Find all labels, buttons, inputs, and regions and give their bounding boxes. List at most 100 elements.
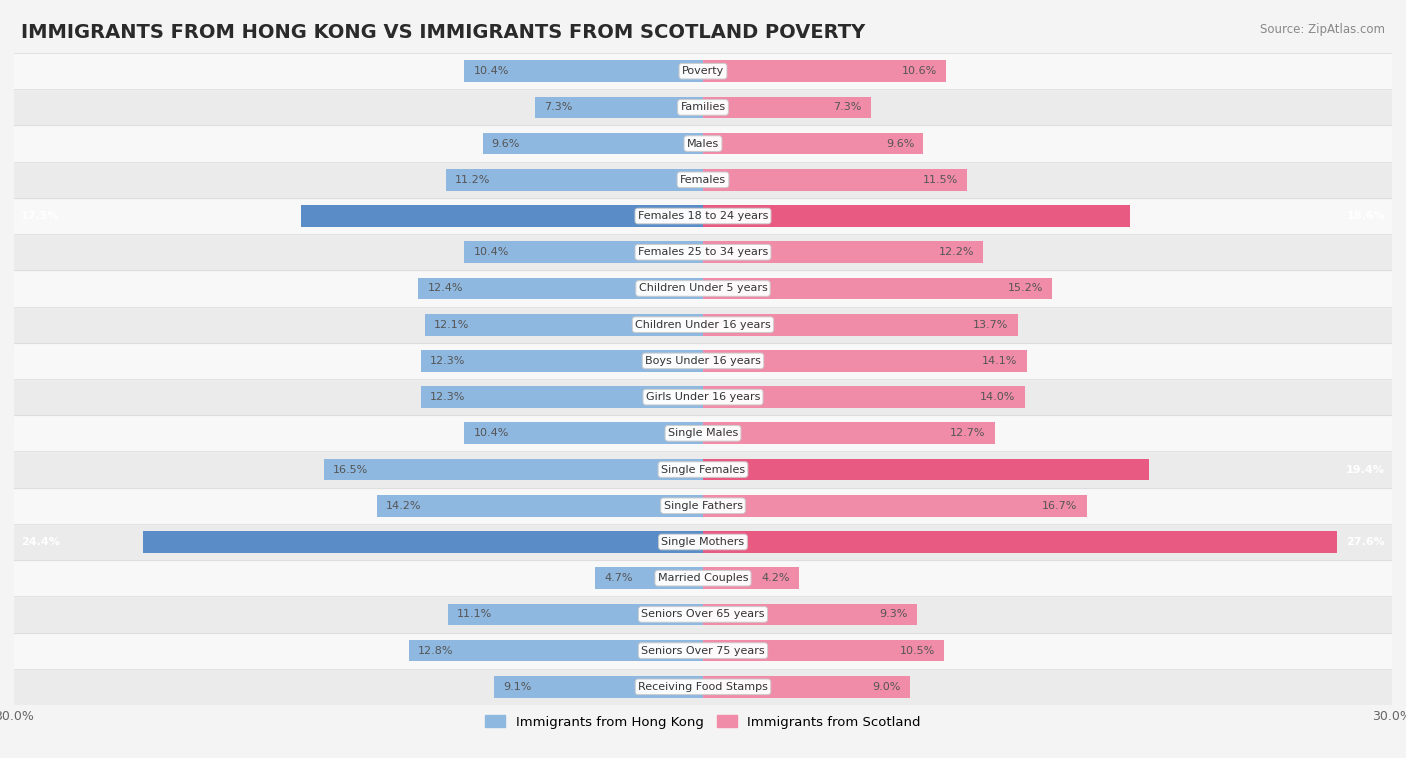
Text: 11.2%: 11.2% bbox=[456, 175, 491, 185]
Text: 10.4%: 10.4% bbox=[474, 428, 509, 438]
Text: 14.0%: 14.0% bbox=[980, 392, 1015, 402]
Text: 4.7%: 4.7% bbox=[605, 573, 633, 583]
Bar bbox=[14, 524, 1392, 560]
Text: 7.3%: 7.3% bbox=[834, 102, 862, 112]
Text: 15.2%: 15.2% bbox=[1008, 283, 1043, 293]
Text: Females 25 to 34 years: Females 25 to 34 years bbox=[638, 247, 768, 257]
Text: 9.0%: 9.0% bbox=[872, 682, 900, 692]
Bar bbox=[377, 495, 703, 517]
Text: 10.4%: 10.4% bbox=[474, 247, 509, 257]
Text: Married Couples: Married Couples bbox=[658, 573, 748, 583]
Text: 14.1%: 14.1% bbox=[983, 356, 1018, 366]
Text: 12.2%: 12.2% bbox=[938, 247, 974, 257]
Text: 12.3%: 12.3% bbox=[430, 356, 465, 366]
Bar bbox=[14, 379, 1392, 415]
Bar bbox=[14, 560, 1392, 597]
Text: Poverty: Poverty bbox=[682, 66, 724, 76]
Text: Females 18 to 24 years: Females 18 to 24 years bbox=[638, 211, 768, 221]
Bar bbox=[703, 169, 967, 191]
Text: 17.5%: 17.5% bbox=[21, 211, 59, 221]
Bar bbox=[703, 640, 945, 662]
Bar bbox=[14, 452, 1392, 487]
Bar bbox=[703, 567, 800, 589]
Text: Single Females: Single Females bbox=[661, 465, 745, 475]
Bar bbox=[703, 676, 910, 697]
Text: 10.5%: 10.5% bbox=[900, 646, 935, 656]
Bar bbox=[14, 89, 1392, 126]
Bar bbox=[301, 205, 703, 227]
Bar bbox=[703, 459, 1149, 481]
Bar bbox=[703, 387, 1025, 408]
Text: Families: Families bbox=[681, 102, 725, 112]
Bar bbox=[703, 531, 1337, 553]
Text: 12.4%: 12.4% bbox=[427, 283, 463, 293]
Bar bbox=[420, 350, 703, 371]
Text: Seniors Over 75 years: Seniors Over 75 years bbox=[641, 646, 765, 656]
Bar bbox=[14, 271, 1392, 306]
Text: 27.6%: 27.6% bbox=[1347, 537, 1385, 547]
Text: 12.3%: 12.3% bbox=[430, 392, 465, 402]
Bar bbox=[14, 669, 1392, 705]
Bar bbox=[464, 241, 703, 263]
Bar bbox=[142, 531, 703, 553]
Text: 9.1%: 9.1% bbox=[503, 682, 531, 692]
Bar bbox=[703, 241, 983, 263]
Bar bbox=[703, 350, 1026, 371]
Bar bbox=[14, 343, 1392, 379]
Bar bbox=[409, 640, 703, 662]
Bar bbox=[14, 597, 1392, 632]
Text: 13.7%: 13.7% bbox=[973, 320, 1008, 330]
Bar bbox=[703, 314, 1018, 336]
Bar bbox=[14, 234, 1392, 271]
Bar bbox=[703, 277, 1052, 299]
Bar bbox=[703, 133, 924, 155]
Text: 12.1%: 12.1% bbox=[434, 320, 470, 330]
Bar bbox=[418, 277, 703, 299]
Text: Receiving Food Stamps: Receiving Food Stamps bbox=[638, 682, 768, 692]
Text: Males: Males bbox=[688, 139, 718, 149]
Text: 4.2%: 4.2% bbox=[762, 573, 790, 583]
Bar bbox=[14, 198, 1392, 234]
Text: 14.2%: 14.2% bbox=[387, 501, 422, 511]
Text: 16.5%: 16.5% bbox=[333, 465, 368, 475]
Text: 19.4%: 19.4% bbox=[1346, 465, 1385, 475]
Bar bbox=[536, 96, 703, 118]
Bar bbox=[703, 96, 870, 118]
Text: 12.8%: 12.8% bbox=[418, 646, 454, 656]
Bar bbox=[595, 567, 703, 589]
Text: Single Males: Single Males bbox=[668, 428, 738, 438]
Text: Single Fathers: Single Fathers bbox=[664, 501, 742, 511]
Bar bbox=[14, 415, 1392, 452]
Bar bbox=[446, 169, 703, 191]
Bar bbox=[494, 676, 703, 697]
Text: 9.6%: 9.6% bbox=[492, 139, 520, 149]
Bar bbox=[425, 314, 703, 336]
Bar bbox=[323, 459, 703, 481]
Text: 9.3%: 9.3% bbox=[879, 609, 907, 619]
Bar bbox=[703, 205, 1130, 227]
Text: 7.3%: 7.3% bbox=[544, 102, 572, 112]
Text: Seniors Over 65 years: Seniors Over 65 years bbox=[641, 609, 765, 619]
Text: Girls Under 16 years: Girls Under 16 years bbox=[645, 392, 761, 402]
Bar bbox=[703, 422, 994, 444]
Bar bbox=[464, 422, 703, 444]
Text: Females: Females bbox=[681, 175, 725, 185]
Bar bbox=[14, 161, 1392, 198]
Bar bbox=[14, 306, 1392, 343]
Text: 12.7%: 12.7% bbox=[950, 428, 986, 438]
Bar bbox=[464, 61, 703, 82]
Text: Source: ZipAtlas.com: Source: ZipAtlas.com bbox=[1260, 23, 1385, 36]
Bar bbox=[703, 61, 946, 82]
Text: Children Under 16 years: Children Under 16 years bbox=[636, 320, 770, 330]
Text: 10.6%: 10.6% bbox=[903, 66, 938, 76]
Text: 16.7%: 16.7% bbox=[1042, 501, 1077, 511]
Bar bbox=[482, 133, 703, 155]
Bar bbox=[14, 632, 1392, 669]
Text: 24.4%: 24.4% bbox=[21, 537, 60, 547]
Text: 18.6%: 18.6% bbox=[1347, 211, 1385, 221]
Text: 9.6%: 9.6% bbox=[886, 139, 914, 149]
Text: 11.5%: 11.5% bbox=[922, 175, 957, 185]
Bar bbox=[14, 126, 1392, 161]
Bar bbox=[703, 495, 1087, 517]
Bar bbox=[449, 603, 703, 625]
